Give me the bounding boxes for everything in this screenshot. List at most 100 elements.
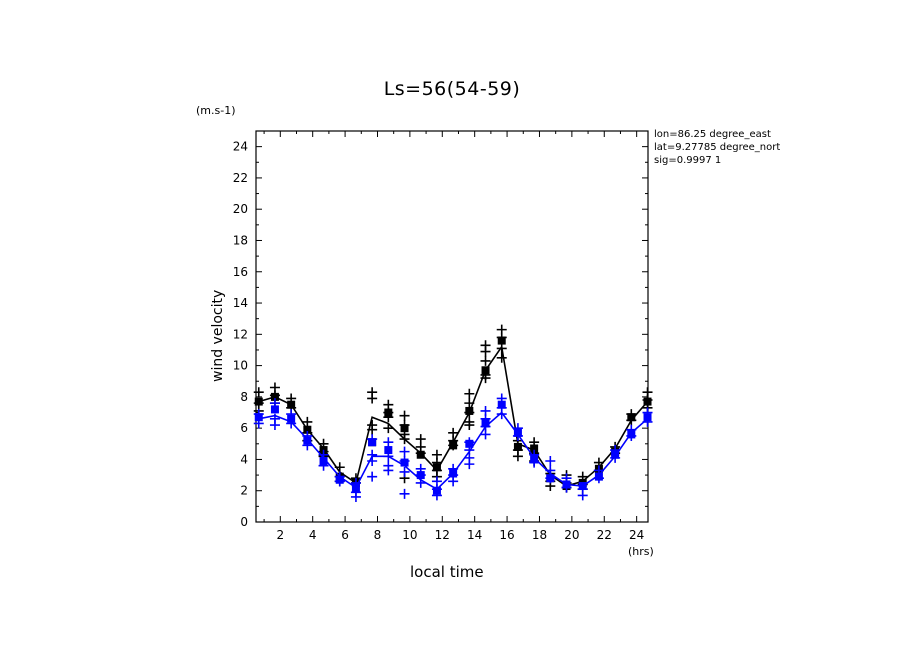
- data-point-square: [254, 397, 263, 406]
- spread-plus-marker: [399, 488, 410, 499]
- data-point-square: [465, 406, 474, 415]
- series-layer: [253, 324, 653, 502]
- spread-plus-marker: [464, 398, 475, 409]
- data-point-square: [643, 413, 652, 422]
- data-point-square: [481, 419, 490, 428]
- data-point-square: [530, 444, 539, 453]
- y-tick-label: 12: [233, 327, 248, 341]
- x-tick-label: 6: [341, 528, 349, 542]
- series-1: [253, 393, 653, 502]
- spread-plus-marker: [496, 409, 507, 420]
- data-point-square: [319, 457, 328, 466]
- annotation-lon: lon=86.25 degree_east: [654, 129, 771, 140]
- spread-plus-marker: [577, 490, 588, 501]
- x-tick-label: 24: [629, 528, 644, 542]
- y-tick-label: 24: [233, 140, 248, 154]
- spread-plus-marker: [383, 465, 394, 476]
- y-tick-label: 18: [233, 233, 248, 247]
- spread-plus-marker: [480, 355, 491, 366]
- data-point-square: [270, 392, 279, 401]
- spread-plus-marker: [269, 420, 280, 431]
- data-point-square: [594, 472, 603, 481]
- data-point-square: [368, 438, 377, 447]
- data-point-square: [643, 397, 652, 406]
- annotation-block: lon=86.25 degree_east lat=9.27785 degree…: [654, 128, 780, 167]
- spread-plus-marker: [399, 410, 410, 421]
- data-point-square: [562, 480, 571, 489]
- data-point-square: [432, 486, 441, 495]
- y-tick-label: 10: [233, 359, 248, 373]
- data-point-square: [497, 400, 506, 409]
- data-point-square: [303, 436, 312, 445]
- spread-plus-marker: [496, 352, 507, 363]
- spread-plus-marker: [383, 423, 394, 434]
- spread-plus-marker: [367, 393, 378, 404]
- spread-plus-marker: [367, 456, 378, 467]
- y-axis-label: wind velocity: [210, 289, 226, 382]
- data-point-square: [351, 483, 360, 492]
- x-tick-label: 8: [374, 528, 382, 542]
- spread-plus-marker: [512, 451, 523, 462]
- y-tick-label: 0: [240, 515, 248, 529]
- data-point-square: [627, 413, 636, 422]
- spread-plus-marker: [496, 343, 507, 354]
- spread-plus-marker: [464, 420, 475, 431]
- x-tick-label: 10: [402, 528, 417, 542]
- data-point-square: [400, 458, 409, 467]
- spread-plus-marker: [399, 466, 410, 477]
- data-point-square: [416, 471, 425, 480]
- spread-plus-marker: [464, 388, 475, 399]
- chart-title: Ls=56(54-59): [383, 78, 521, 100]
- x-unit-label: (hrs): [628, 545, 654, 558]
- spread-plus-marker: [480, 346, 491, 357]
- data-point-square: [578, 482, 587, 491]
- data-point-square: [254, 413, 263, 422]
- x-tick-label: 2: [276, 528, 284, 542]
- y-tick-label: 14: [233, 296, 248, 310]
- y-tick-label: 20: [233, 202, 248, 216]
- y-tick-label: 16: [233, 265, 248, 279]
- axes-frame: [255, 130, 649, 523]
- data-point-square: [627, 430, 636, 439]
- x-tick-label: 16: [499, 528, 514, 542]
- annotation-lat: lat=9.27785 degree_north: [654, 142, 780, 153]
- data-point-square: [335, 475, 344, 484]
- data-point-square: [497, 336, 506, 345]
- data-point-square: [270, 405, 279, 414]
- data-point-square: [530, 455, 539, 464]
- x-tick-label: 22: [597, 528, 612, 542]
- spread-plus-marker: [448, 476, 459, 487]
- x-axis-label: local time: [410, 563, 484, 581]
- spread-plus-marker: [334, 462, 345, 473]
- spread-plus-marker: [545, 456, 556, 467]
- y-tick-label: 22: [233, 171, 248, 185]
- data-point-square: [481, 366, 490, 375]
- x-tick-label: 4: [309, 528, 317, 542]
- data-point-square: [611, 450, 620, 459]
- data-point-square: [513, 428, 522, 437]
- spread-plus-marker: [350, 491, 361, 502]
- spread-plus-marker: [480, 373, 491, 384]
- x-tick-label: 20: [564, 528, 579, 542]
- spread-plus-marker: [302, 416, 313, 427]
- annotation-sig: sig=0.9997 1: [654, 155, 722, 166]
- x-tick-label: 14: [467, 528, 482, 542]
- spread-plus-marker: [367, 424, 378, 435]
- y-tick-label: 8: [240, 390, 248, 404]
- data-point-square: [513, 442, 522, 451]
- y-tick-label: 4: [240, 452, 248, 466]
- data-point-square: [287, 414, 296, 423]
- x-tick-label: 12: [435, 528, 450, 542]
- spread-plus-marker: [367, 471, 378, 482]
- spread-plus-marker: [383, 437, 394, 448]
- spread-plus-marker: [399, 446, 410, 457]
- spread-plus-marker: [399, 434, 410, 445]
- data-point-square: [303, 425, 312, 434]
- data-point-square: [546, 474, 555, 483]
- data-point-square: [449, 469, 458, 478]
- data-point-square: [416, 450, 425, 459]
- data-point-square: [287, 400, 296, 409]
- plot-frame: [255, 130, 649, 523]
